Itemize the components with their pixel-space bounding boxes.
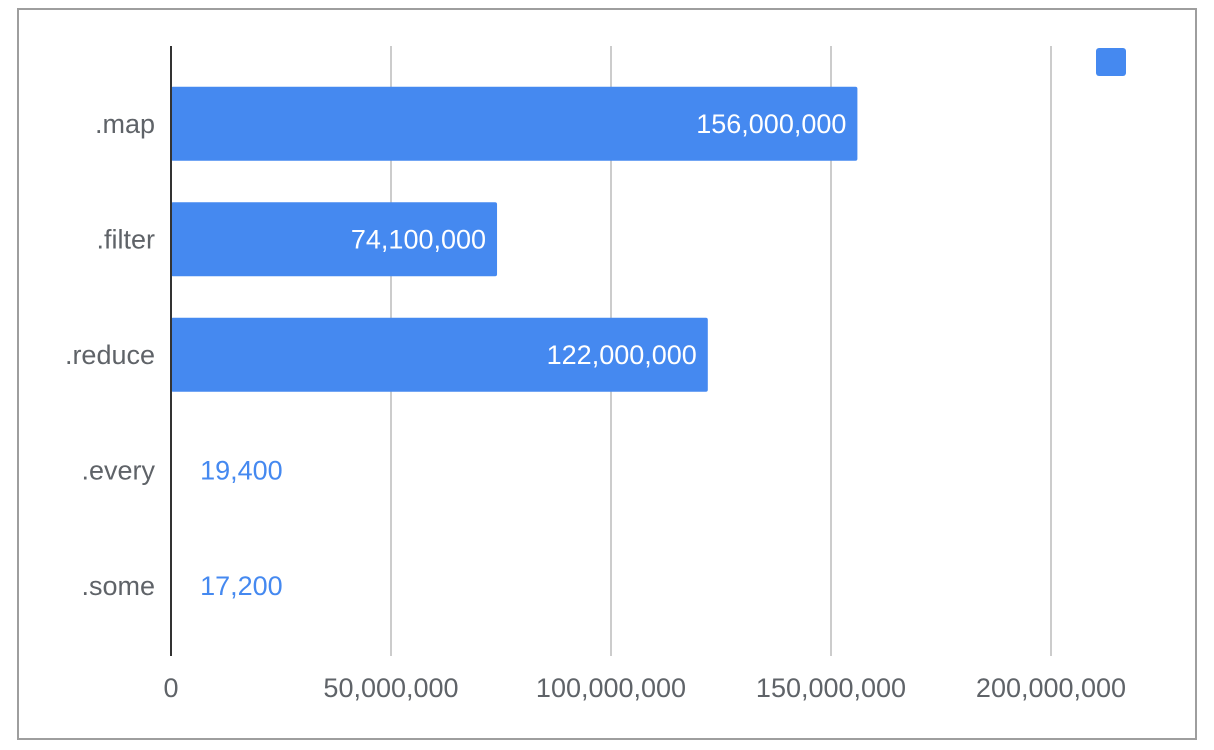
x-tick-label: 200,000,000 [976,673,1126,703]
data-label: 74,100,000 [351,224,486,254]
x-tick-label: 0 [163,673,178,703]
bar [171,202,498,277]
category-label: .reduce [65,340,155,370]
category-label: .filter [96,224,155,254]
data-label: 156,000,000 [696,109,846,139]
data-label: 17,200 [200,571,283,601]
labels: 0 50,000,000 100,000,000 150,000,000 200,000… [65,109,1126,703]
category-label: .every [81,455,155,485]
category-label: .map [95,109,155,139]
category-label: .some [81,571,155,601]
data-label: 19,400 [200,455,283,485]
data-label: 122,000,000 [547,340,697,370]
x-tick-label: 100,000,000 [536,673,686,703]
x-tick-label: 150,000,000 [756,673,906,703]
legend [1096,48,1126,76]
bar [171,86,858,161]
legend-swatch [1096,48,1126,76]
x-tick-label: 50,000,000 [323,673,458,703]
bars [171,86,858,623]
bar [171,317,708,392]
